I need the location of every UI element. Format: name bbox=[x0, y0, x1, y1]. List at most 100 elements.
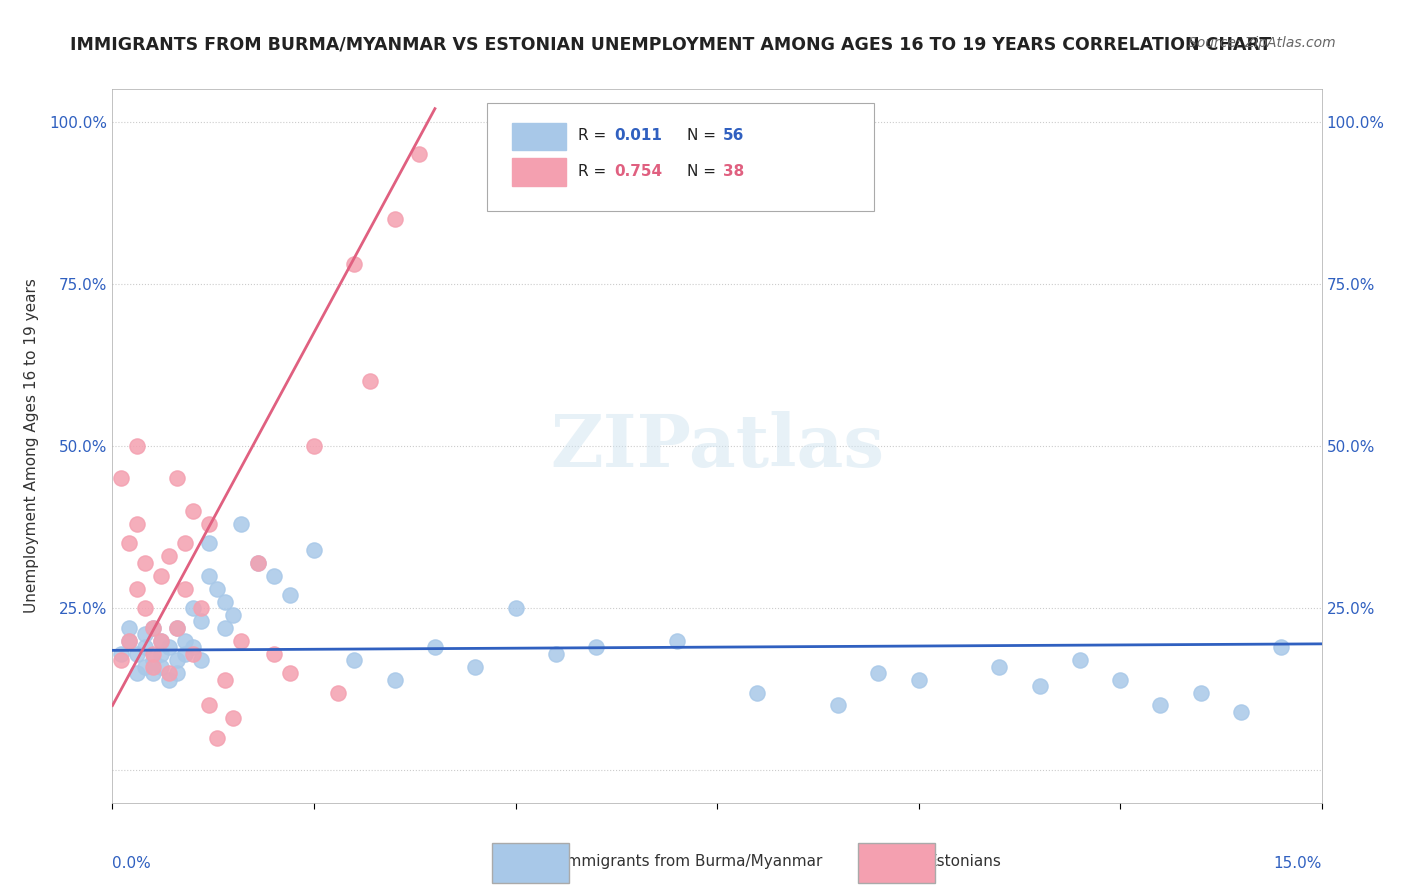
Point bbox=[198, 516, 221, 531]
FancyBboxPatch shape bbox=[512, 159, 565, 186]
Point bbox=[207, 731, 229, 745]
Point bbox=[117, 536, 139, 550]
Point bbox=[181, 504, 204, 518]
Text: 56: 56 bbox=[723, 128, 745, 143]
Point bbox=[134, 556, 156, 570]
Point bbox=[142, 666, 165, 681]
Point bbox=[190, 601, 212, 615]
Point bbox=[665, 633, 688, 648]
Point bbox=[166, 666, 188, 681]
Point bbox=[585, 640, 607, 654]
Point bbox=[198, 536, 221, 550]
Point bbox=[214, 621, 236, 635]
Point bbox=[142, 653, 165, 667]
Point bbox=[174, 582, 197, 596]
Point bbox=[190, 614, 212, 628]
Point bbox=[142, 621, 165, 635]
Point bbox=[125, 666, 148, 681]
Point bbox=[827, 698, 849, 713]
Point bbox=[110, 653, 132, 667]
Point bbox=[157, 549, 180, 564]
Point bbox=[1270, 640, 1292, 654]
Point bbox=[134, 659, 156, 673]
Point bbox=[117, 621, 139, 635]
Point bbox=[868, 666, 890, 681]
Point bbox=[343, 257, 366, 271]
Point bbox=[222, 711, 245, 725]
Text: ZIPatlas: ZIPatlas bbox=[550, 410, 884, 482]
Point bbox=[1028, 679, 1050, 693]
Point bbox=[907, 673, 929, 687]
Point bbox=[359, 374, 381, 388]
Point bbox=[110, 471, 132, 485]
Point bbox=[214, 673, 236, 687]
Point bbox=[302, 542, 325, 557]
Point bbox=[464, 659, 486, 673]
Point bbox=[181, 601, 204, 615]
Text: Source: ZipAtlas.com: Source: ZipAtlas.com bbox=[1188, 36, 1336, 50]
Point bbox=[149, 633, 172, 648]
Y-axis label: Unemployment Among Ages 16 to 19 years: Unemployment Among Ages 16 to 19 years bbox=[24, 278, 38, 614]
Text: N =: N = bbox=[686, 164, 721, 178]
Point bbox=[1109, 673, 1132, 687]
Point bbox=[142, 647, 165, 661]
Point bbox=[134, 627, 156, 641]
Text: 15.0%: 15.0% bbox=[1274, 856, 1322, 871]
Point bbox=[198, 568, 221, 582]
Point bbox=[231, 633, 253, 648]
Point bbox=[263, 568, 285, 582]
Point bbox=[117, 633, 139, 648]
Point bbox=[231, 516, 253, 531]
Point bbox=[1069, 653, 1091, 667]
Point bbox=[384, 673, 406, 687]
Text: N =: N = bbox=[686, 128, 721, 143]
Point bbox=[166, 621, 188, 635]
Point bbox=[246, 556, 269, 570]
Point bbox=[278, 666, 301, 681]
Text: IMMIGRANTS FROM BURMA/MYANMAR VS ESTONIAN UNEMPLOYMENT AMONG AGES 16 TO 19 YEARS: IMMIGRANTS FROM BURMA/MYANMAR VS ESTONIA… bbox=[70, 36, 1271, 54]
Point bbox=[1189, 685, 1212, 699]
Point bbox=[142, 659, 165, 673]
Text: 38: 38 bbox=[723, 164, 744, 178]
Point bbox=[423, 640, 446, 654]
Point bbox=[142, 621, 165, 635]
Text: Immigrants from Burma/Myanmar: Immigrants from Burma/Myanmar bbox=[562, 855, 823, 869]
Point bbox=[222, 607, 245, 622]
Point bbox=[166, 471, 188, 485]
Point bbox=[181, 647, 204, 661]
Point bbox=[246, 556, 269, 570]
Point bbox=[157, 640, 180, 654]
Point bbox=[134, 601, 156, 615]
Point bbox=[384, 211, 406, 226]
Text: 0.754: 0.754 bbox=[614, 164, 662, 178]
Point bbox=[328, 685, 350, 699]
Text: 0.0%: 0.0% bbox=[112, 856, 152, 871]
Point bbox=[544, 647, 567, 661]
Point bbox=[263, 647, 285, 661]
Text: 0.011: 0.011 bbox=[614, 128, 662, 143]
Point bbox=[125, 516, 148, 531]
Point bbox=[110, 647, 132, 661]
Point bbox=[747, 685, 769, 699]
Point bbox=[988, 659, 1011, 673]
Point bbox=[166, 653, 188, 667]
Point bbox=[198, 698, 221, 713]
Point bbox=[181, 640, 204, 654]
Point bbox=[278, 588, 301, 602]
Point bbox=[149, 659, 172, 673]
Point bbox=[117, 633, 139, 648]
Point bbox=[157, 666, 180, 681]
Point bbox=[149, 633, 172, 648]
Point bbox=[207, 582, 229, 596]
Point bbox=[134, 640, 156, 654]
Point bbox=[174, 633, 197, 648]
Point bbox=[125, 439, 148, 453]
Point bbox=[343, 653, 366, 667]
Point bbox=[214, 595, 236, 609]
Point bbox=[408, 147, 430, 161]
Text: R =: R = bbox=[578, 164, 612, 178]
Point bbox=[302, 439, 325, 453]
FancyBboxPatch shape bbox=[512, 123, 565, 150]
Text: Estonians: Estonians bbox=[928, 855, 1002, 869]
Text: R =: R = bbox=[578, 128, 612, 143]
